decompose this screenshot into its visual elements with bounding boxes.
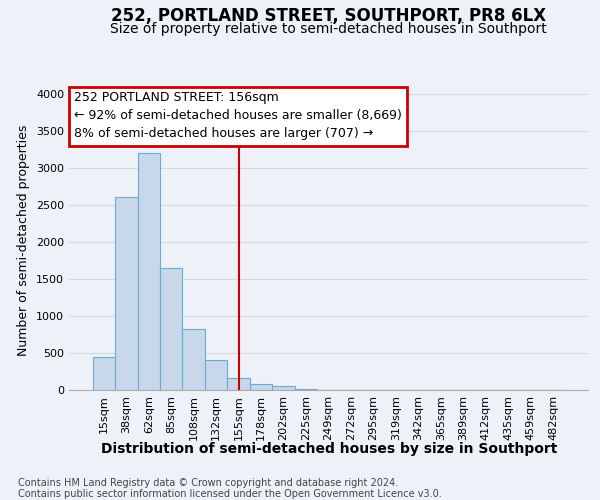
Bar	[250, 384, 272, 390]
Bar	[92, 356, 115, 390]
Text: 252 PORTLAND STREET: 156sqm
← 92% of semi-detached houses are smaller (8,669)
8%: 252 PORTLAND STREET: 156sqm ← 92% of sem…	[74, 92, 402, 140]
Bar	[160, 268, 182, 390]
Y-axis label: Number of semi-detached properties: Number of semi-detached properties	[17, 124, 31, 356]
Text: Size of property relative to semi-detached houses in Southport: Size of property relative to semi-detach…	[110, 22, 547, 36]
Bar	[227, 378, 250, 390]
Bar	[137, 153, 160, 390]
Bar	[182, 330, 205, 390]
Text: Contains public sector information licensed under the Open Government Licence v3: Contains public sector information licen…	[18, 489, 442, 499]
Text: Contains HM Land Registry data © Crown copyright and database right 2024.: Contains HM Land Registry data © Crown c…	[18, 478, 398, 488]
Bar	[295, 388, 317, 390]
Text: Distribution of semi-detached houses by size in Southport: Distribution of semi-detached houses by …	[101, 442, 557, 456]
Bar	[272, 386, 295, 390]
Text: 252, PORTLAND STREET, SOUTHPORT, PR8 6LX: 252, PORTLAND STREET, SOUTHPORT, PR8 6LX	[111, 8, 547, 26]
Bar	[115, 198, 137, 390]
Bar	[205, 360, 227, 390]
